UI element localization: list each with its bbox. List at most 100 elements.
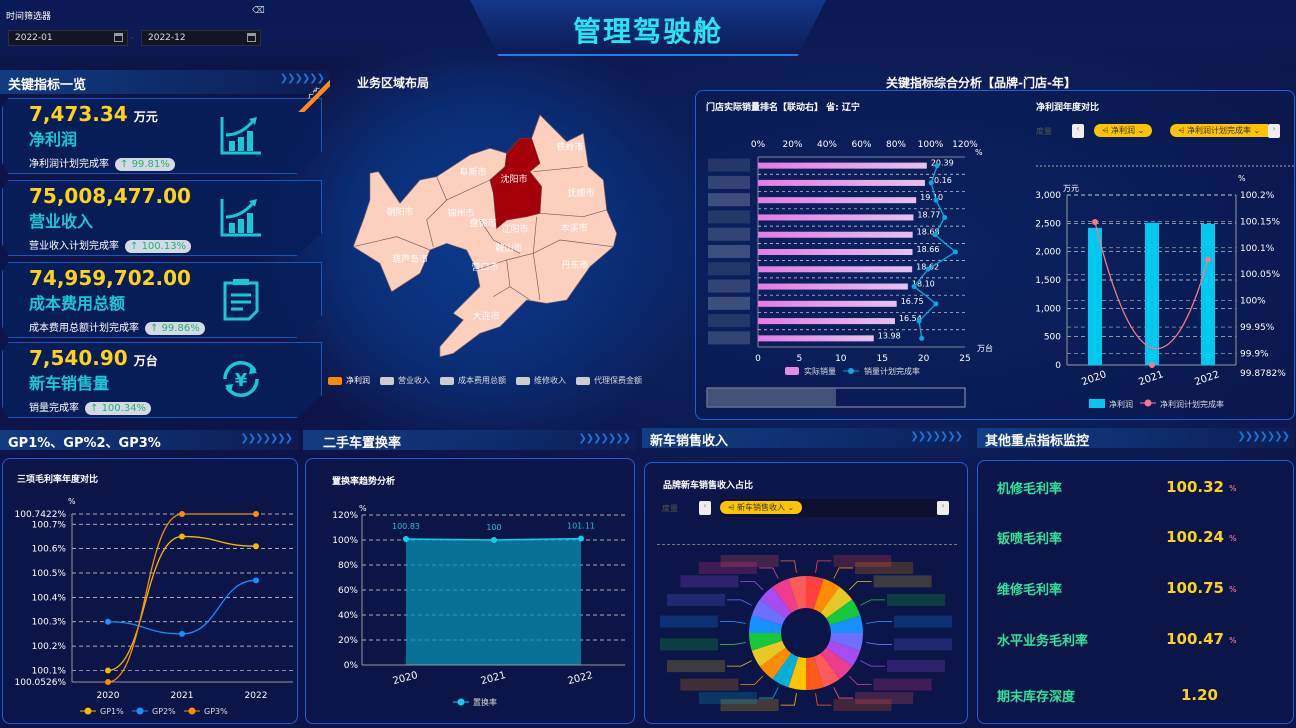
metric-value: 1.20	[1180, 686, 1218, 704]
y-tick-label: 100.6%	[32, 545, 67, 555]
measure-chip-newcar[interactable]: ⩤ 新车销售收入 ⌄	[720, 501, 803, 514]
y-tick-label: 100.5%	[32, 569, 67, 579]
y-tick-label: 1,000	[1035, 304, 1061, 314]
blurred-store-name	[708, 279, 750, 293]
zoom-slider-handle[interactable]	[707, 388, 836, 407]
legend-label: 净利润计划完成率	[1160, 399, 1224, 409]
kpi-card[interactable]: 7,473.34 万元 净利润 净利润计划完成率 ↑ 99.81%	[2, 98, 322, 174]
kpi-value: 7,473.34 万元	[29, 102, 158, 126]
start-date-input[interactable]: 2022-01	[8, 30, 128, 46]
rate-point	[1092, 218, 1098, 225]
city-label[interactable]: 铁岭市	[556, 141, 583, 153]
store-ranking-chart: 0 5 10 15 20 25 0% 20% 40% 60% 80% 100% 120% 万台% 20.39…	[706, 140, 993, 408]
kpi-rate-label: 净利润计划完成率	[29, 159, 109, 170]
kpi-unit: 万元	[133, 110, 158, 124]
next-button[interactable]: ›	[937, 501, 949, 515]
kpi-card[interactable]: 7,540.90 万台 新车销售量 销量完成率 ↑ 100.34% ¥	[2, 342, 322, 418]
map-legend-item[interactable]: 营业收入	[380, 375, 430, 386]
data-point	[179, 533, 185, 540]
legend-swatch	[380, 376, 394, 385]
x-tick-label: 2021	[171, 691, 194, 701]
blurred-brand-label	[698, 692, 757, 705]
data-label: 101.11	[567, 522, 595, 531]
city-label[interactable]: 抚顺市	[567, 187, 594, 199]
city-label[interactable]: 葫芦岛市	[392, 253, 428, 265]
metric-unit: %	[1229, 534, 1237, 543]
y-tick-label: 20%	[338, 636, 358, 646]
prev-button[interactable]: ‹	[1072, 124, 1084, 138]
bar-label: 16.54	[899, 314, 922, 323]
map-legend-item[interactable]: 净利润	[328, 375, 370, 386]
city-label[interactable]: 阜新市	[459, 166, 486, 178]
legend-swatch	[1089, 399, 1105, 408]
prev-button[interactable]: ‹	[699, 501, 711, 515]
map-region-base[interactable]	[352, 114, 617, 358]
kpi-value: 7,540.90 万台	[29, 346, 158, 370]
calendar-icon[interactable]	[247, 33, 256, 42]
next-button[interactable]: ›	[1268, 124, 1280, 138]
kpi-value: 74,959,702.00	[29, 266, 191, 290]
data-point	[253, 543, 259, 550]
y-tick-label: 40%	[338, 611, 358, 621]
y2-tick-label: 99.8782%	[1240, 369, 1286, 379]
chevrons-decoration: ❯❯❯❯❯❯❯	[578, 433, 631, 444]
bar	[758, 266, 913, 273]
calendar-icon[interactable]	[114, 33, 123, 42]
city-label[interactable]: 辽阳市	[501, 223, 528, 235]
clear-filter-icon[interactable]: ⌫	[252, 6, 265, 16]
measure-chip-profit-rate[interactable]: ⩤ 净利润计划完成率 ⌄	[1170, 124, 1269, 137]
y-tick-label: 100%	[332, 536, 358, 546]
metric-label: 期末库存深度	[997, 690, 1076, 705]
x-tick-label: 2022	[245, 691, 268, 701]
label-leader	[726, 660, 752, 667]
city-label[interactable]: 朝阳市	[386, 206, 413, 218]
analysis-section-title: 关键指标综合分析【品牌-门店-年】	[886, 76, 1076, 90]
city-label[interactable]: 鞍山市	[495, 242, 522, 254]
yen-cycle-icon: ¥	[219, 357, 263, 401]
city-label[interactable]: 丹东市	[561, 259, 588, 271]
y-tick-label: 1,500	[1035, 276, 1061, 286]
blurred-brand-label	[894, 638, 953, 651]
x-tick-label: 2020	[97, 691, 120, 701]
bar	[758, 300, 897, 307]
blurred-brand-label	[887, 593, 946, 606]
x2-tick-label: 100%	[918, 140, 944, 150]
bar-label: 18.77	[917, 210, 940, 219]
kpi-unit: 万台	[133, 354, 158, 368]
city-label[interactable]: 沈阳市	[500, 173, 527, 185]
y2-tick-label: 100.2%	[1240, 191, 1275, 201]
blurred-brand-label	[855, 561, 914, 574]
city-label[interactable]: 营口市	[471, 261, 498, 273]
metric-label: 机修毛利率	[997, 482, 1063, 497]
others-section-header: 其他重点指标监控 ❯❯❯❯❯❯❯	[977, 428, 1295, 449]
kpi-name: 净利润	[29, 130, 78, 149]
measure-chip-profit[interactable]: ⩤ 净利润 ⌄	[1094, 124, 1153, 137]
y-tick-label: 0%	[344, 661, 359, 671]
bar	[758, 162, 927, 169]
data-point	[253, 577, 259, 584]
replacement-chart-title: 置换率趋势分析	[332, 477, 396, 487]
bar	[758, 283, 908, 290]
gp-line-chart: 100.0526% 100.1% 100.2% 100.3% 100.4% 100.5% 1…	[15, 497, 293, 716]
map-legend-item[interactable]: 维修收入	[516, 375, 566, 386]
city-label[interactable]: 盘锦市	[469, 217, 496, 229]
kpi-card[interactable]: 75,008,477.00 营业收入 营业收入计划完成率 ↑ 100.13%	[2, 180, 322, 256]
map-region-shenyang[interactable]	[489, 137, 542, 229]
end-date-value: 2022-12	[148, 33, 186, 43]
city-label[interactable]: 锦州市	[447, 207, 474, 219]
kpi-card[interactable]: 74,959,702.00 成本费用总额 成本费用总额计划完成率 ↑ 99.86%	[2, 262, 322, 338]
blurred-brand-label	[873, 575, 932, 588]
x-tick-label: 2020	[392, 670, 419, 687]
others-panel	[977, 460, 1294, 724]
blurred-store-name	[708, 210, 750, 224]
blurred-brand-label	[680, 678, 739, 691]
donut-slice	[829, 615, 863, 633]
y-tick-label: 2,500	[1035, 219, 1061, 229]
map-legend-item[interactable]: 成本费用总额	[440, 375, 506, 386]
map-legend-item[interactable]: 代理保费金额	[576, 375, 642, 386]
end-date-input[interactable]: 2022-12	[141, 30, 261, 46]
city-label[interactable]: 本溪市	[560, 222, 587, 234]
city-label[interactable]: 大连市	[472, 310, 499, 322]
bar-label: 20.39	[931, 159, 954, 168]
